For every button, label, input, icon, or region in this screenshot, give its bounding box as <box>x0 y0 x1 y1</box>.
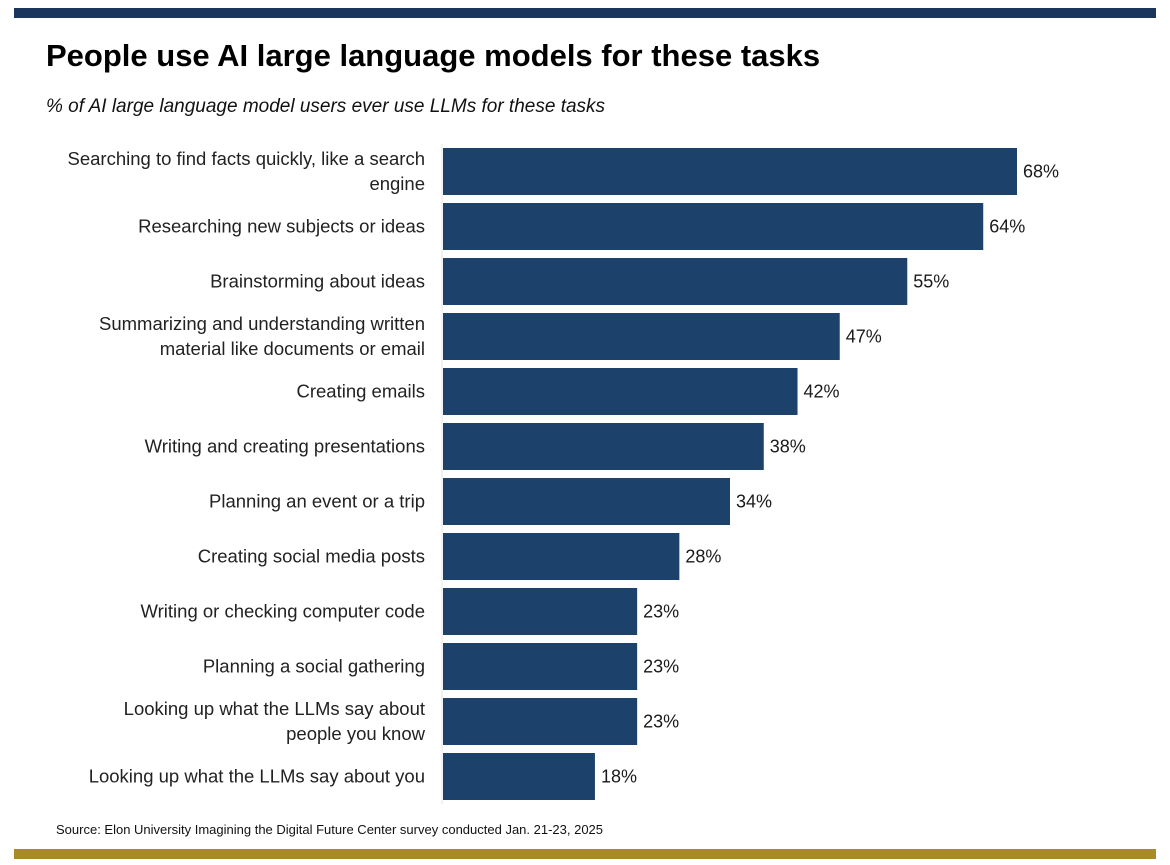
bar <box>443 588 638 635</box>
bar <box>443 313 840 360</box>
category-label: Summarizing and understanding written <box>99 313 425 334</box>
value-label: 55% <box>913 272 949 292</box>
bar <box>443 258 908 305</box>
value-label: 42% <box>804 382 840 402</box>
bar <box>443 698 638 745</box>
category-label: people you know <box>286 723 425 744</box>
category-label: Creating emails <box>296 381 425 402</box>
bottom-rule <box>14 849 1156 859</box>
category-label: Looking up what the LLMs say about you <box>89 766 425 787</box>
value-label: 23% <box>643 602 679 622</box>
value-label: 23% <box>643 712 679 732</box>
category-label: Planning a social gathering <box>203 656 425 677</box>
bar <box>443 368 798 415</box>
top-rule <box>14 8 1156 18</box>
category-label: Planning an event or a trip <box>209 491 425 512</box>
category-label: Researching new subjects or ideas <box>138 216 425 237</box>
bar <box>443 533 680 580</box>
category-label: Writing and creating presentations <box>145 436 425 457</box>
value-label: 38% <box>770 437 806 457</box>
category-label: Brainstorming about ideas <box>210 271 425 292</box>
category-label: engine <box>369 173 425 194</box>
source-note: Source: Elon University Imagining the Di… <box>56 822 604 837</box>
bar <box>443 478 730 525</box>
category-label: Searching to find facts quickly, like a … <box>68 148 426 169</box>
bar <box>443 203 984 250</box>
value-label: 47% <box>846 327 882 347</box>
value-label: 28% <box>685 547 721 567</box>
category-label: material like documents or email <box>160 338 425 359</box>
value-label: 18% <box>601 767 637 787</box>
bar <box>443 423 764 470</box>
chart-subtitle: % of AI large language model users ever … <box>46 96 606 117</box>
bar <box>443 643 638 690</box>
bar <box>443 148 1017 195</box>
chart-title: People use AI large language models for … <box>46 38 821 73</box>
value-label: 23% <box>643 657 679 677</box>
value-label: 64% <box>989 217 1025 237</box>
bar <box>443 753 595 800</box>
category-label: Looking up what the LLMs say about <box>124 698 425 719</box>
value-label: 68% <box>1023 162 1059 182</box>
value-label: 34% <box>736 492 772 512</box>
category-label: Creating social media posts <box>198 546 425 567</box>
category-label: Writing or checking computer code <box>141 601 425 622</box>
